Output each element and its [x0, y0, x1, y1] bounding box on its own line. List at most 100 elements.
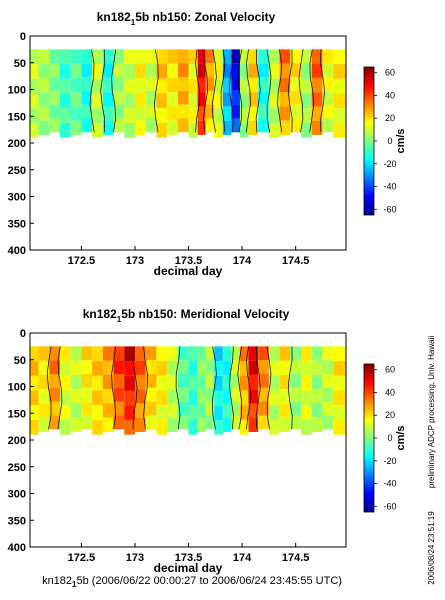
heatmap-cell: [279, 374, 291, 390]
heatmap-cell: [156, 419, 168, 435]
contour-line: [320, 49, 325, 133]
heatmap-cell: [301, 361, 312, 376]
heatmap-cell: [113, 360, 125, 375]
heatmap-cell: [222, 403, 232, 418]
heatmap-cell: [81, 387, 93, 402]
heatmap-cell: [177, 63, 189, 78]
heatmap-cell: [333, 405, 346, 420]
heatmap-cell: [70, 63, 82, 78]
heatmap-cell: [124, 108, 135, 123]
heatmap-cell: [222, 389, 232, 404]
heatmap-cell: [188, 122, 198, 138]
heatmap-cell: [70, 49, 82, 64]
heatmap-cell: [214, 375, 223, 391]
heatmap-cell: [205, 401, 215, 416]
heatmap-cell: [70, 77, 82, 93]
colorbar-tick-label: -20: [383, 159, 396, 169]
meridional-y-axis: 0 50 100 150 200 250 300 350 400: [8, 328, 34, 554]
heatmap-cell: [156, 78, 168, 94]
heatmap-cell: [188, 419, 198, 435]
contour-line: [277, 49, 283, 133]
heatmap-cell: [214, 419, 223, 435]
heatmap-cell: [333, 78, 346, 94]
contour-line: [287, 346, 293, 430]
heatmap-cell: [333, 64, 346, 79]
heatmap-cell: [81, 90, 93, 105]
meridional-velocity-panel: kn18215b nb150: Meridional Velocity 0 50 1…: [8, 307, 407, 575]
heatmap-cell: [177, 104, 189, 119]
heatmap-cell: [177, 77, 189, 91]
heatmap-cell: [49, 360, 60, 375]
x-tick-label: 174: [233, 552, 252, 564]
heatmap-cell: [134, 49, 146, 64]
zonal-x-axis: 172.5 173 173.5 174 174.5: [68, 246, 309, 267]
heatmap-cell: [102, 346, 114, 361]
contour-line: [246, 49, 251, 133]
heatmap-cell: [197, 374, 206, 390]
heatmap-cell: [301, 108, 312, 123]
y-tick-label: 250: [8, 462, 26, 474]
heatmap-cell: [279, 389, 291, 404]
heatmap-cell: [156, 361, 168, 376]
heatmap-cell: [333, 419, 346, 435]
heatmap-cell: [333, 108, 346, 123]
heatmap-cell: [81, 415, 93, 430]
heatmap-cell: [30, 49, 39, 65]
heatmap-cell: [113, 387, 125, 402]
heatmap-cell: [49, 63, 60, 78]
x-tick-label: 173: [126, 255, 144, 267]
heatmap-cell: [92, 93, 103, 109]
heatmap-cell: [290, 360, 302, 375]
contour-line: [195, 49, 200, 133]
contour-line: [229, 49, 234, 133]
colorbar-tick-label: 20: [385, 410, 395, 420]
heatmap-cell: [197, 360, 206, 375]
heatmap-cell: [92, 390, 103, 406]
contour-line: [309, 49, 315, 133]
heatmap-cell: [113, 63, 125, 78]
heatmap-cell: [311, 403, 323, 418]
colorbar-tick-label: -60: [383, 204, 396, 214]
heatmap-cell: [134, 417, 146, 432]
heatmap-cell: [167, 106, 178, 121]
heatmap-cell: [322, 401, 334, 416]
heatmap-cell: [197, 77, 206, 93]
heatmap-cell: [113, 346, 125, 361]
heatmap-cell: [311, 417, 323, 432]
contour-line: [255, 346, 261, 430]
y-tick-label: 200: [8, 435, 26, 447]
heatmap-cell: [92, 122, 103, 138]
heatmap-cell: [59, 361, 71, 376]
heatmap-cell: [188, 108, 198, 123]
heatmap-cell: [301, 419, 312, 435]
heatmap-cell: [268, 346, 280, 362]
heatmap-cell: [258, 415, 269, 430]
heatmap-cell: [92, 64, 103, 79]
heatmap-cell: [81, 346, 93, 361]
x-tick-label: 172.5: [68, 255, 96, 267]
zonal-colorbar-ticks: 60 40 20 0 -20 -40 -60: [374, 68, 397, 214]
heatmap-cell: [222, 77, 232, 93]
heatmap-cell: [30, 64, 39, 79]
heatmap-cell: [59, 419, 71, 435]
heatmap-cell: [124, 375, 135, 391]
heatmap-cell: [30, 390, 39, 406]
heatmap-cell: [113, 49, 125, 64]
contour-line: [266, 49, 272, 133]
heatmap-cell: [156, 405, 168, 420]
contour-line: [203, 49, 208, 133]
heatmap-cell: [38, 120, 50, 135]
x-tick-label: 172.5: [68, 552, 96, 564]
contour-line: [246, 346, 251, 430]
y-tick-label: 200: [8, 138, 26, 150]
heatmap-cell: [167, 49, 178, 64]
heatmap-cell: [311, 346, 323, 361]
y-tick-label: 350: [8, 218, 26, 230]
heatmap-cell: [102, 374, 114, 390]
heatmap-cell: [279, 120, 291, 135]
heatmap-cell: [70, 346, 82, 361]
heatmap-cell: [156, 93, 168, 109]
heatmap-cell: [279, 403, 291, 418]
heatmap-cell: [167, 120, 178, 135]
heatmap-cell: [248, 120, 259, 135]
